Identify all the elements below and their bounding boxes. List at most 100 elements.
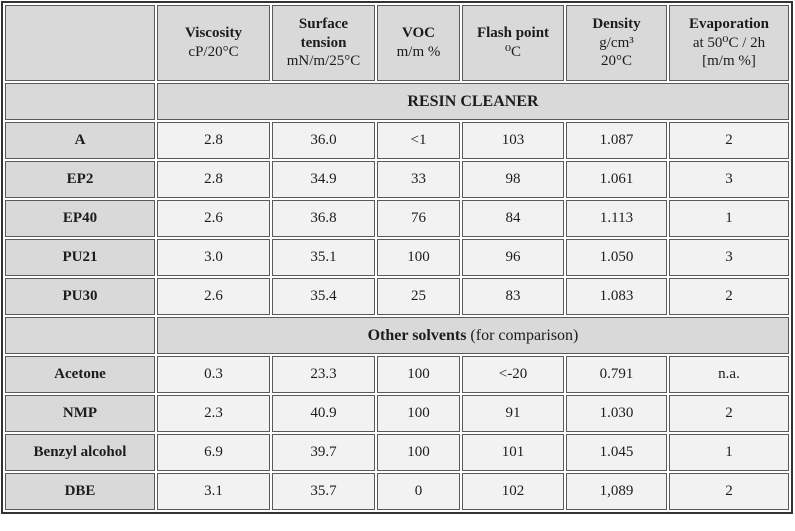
data-cell: 1 [669,200,789,237]
data-cell: 35.7 [272,473,375,510]
data-cell: 1.050 [566,239,667,276]
column-title: Surface tension [298,15,349,51]
data-cell: 33 [377,161,460,198]
data-cell: 83 [462,278,564,315]
data-cell: 3.0 [157,239,270,276]
data-cell: 23.3 [272,356,375,393]
data-cell: 1.030 [566,395,667,432]
data-cell: 1.045 [566,434,667,471]
table-row: PU21 3.0 35.1 100 96 1.050 3 [5,239,789,276]
column-title: Density [592,15,641,32]
table-row: Benzyl alcohol 6.9 39.7 100 101 1.045 1 [5,434,789,471]
data-cell: 25 [377,278,460,315]
row-label: A [5,122,155,159]
table-row: EP2 2.8 34.9 33 98 1.061 3 [5,161,789,198]
data-cell: 1.061 [566,161,667,198]
data-cell: 101 [462,434,564,471]
table-row: Acetone 0.3 23.3 100 <-20 0.791 n.a. [5,356,789,393]
data-cell: 39.7 [272,434,375,471]
section-header-row: Other solvents (for comparison) [5,317,789,354]
row-label: EP40 [5,200,155,237]
data-cell: 3 [669,239,789,276]
data-cell: 2.6 [157,200,270,237]
data-cell: 100 [377,395,460,432]
data-cell: 1 [669,434,789,471]
data-cell: 3 [669,161,789,198]
data-cell: 2 [669,473,789,510]
row-label: PU21 [5,239,155,276]
data-cell: 35.1 [272,239,375,276]
section-title-bold: Other solvents [367,326,467,344]
data-cell: 100 [377,356,460,393]
table-row: PU30 2.6 35.4 25 83 1.083 2 [5,278,789,315]
table-row: DBE 3.1 35.7 0 102 1,089 2 [5,473,789,510]
column-unit: 20°C [600,53,632,70]
data-cell: 6.9 [157,434,270,471]
column-header-voc: VOC m/m % [377,5,460,81]
section-title-bold: RESIN CLEANER [407,92,539,110]
data-cell: 2.6 [157,278,270,315]
row-label: PU30 [5,278,155,315]
data-cell: 0.791 [566,356,667,393]
column-title: Evaporation [688,15,769,32]
column-unit: g/cm³ [599,34,634,51]
corner-cell [5,5,155,81]
data-cell: 36.0 [272,122,375,159]
column-header-surface-tension: Surface tension mN/m/25°C [272,5,375,81]
data-cell: 1.083 [566,278,667,315]
table-row: EP40 2.6 36.8 76 84 1.113 1 [5,200,789,237]
section-title-rest: (for comparison) [466,326,579,344]
column-unit: [m/m %] [702,53,756,70]
row-label: NMP [5,395,155,432]
column-title: Viscosity [185,25,242,42]
column-title: VOC [401,25,436,42]
data-cell: <1 [377,122,460,159]
data-cell: 2 [669,278,789,315]
solvent-properties-table: Viscosity cP/20°C Surface tension mN/m/2… [1,1,793,514]
row-label: EP2 [5,161,155,198]
column-unit: m/m % [396,44,441,60]
data-cell: 96 [462,239,564,276]
section-label-spacer [5,317,155,354]
data-cell: 98 [462,161,564,198]
data-cell: 103 [462,122,564,159]
column-unit: cP/20°C [188,44,239,60]
data-cell: 1,089 [566,473,667,510]
row-label: Benzyl alcohol [5,434,155,471]
data-cell: 102 [462,473,564,510]
column-unit: at 50⁰C / 2h [692,34,766,51]
data-cell: n.a. [669,356,789,393]
data-cell: 100 [377,434,460,471]
data-cell: 2 [669,395,789,432]
data-cell: <-20 [462,356,564,393]
section-title-resin-cleaner: RESIN CLEANER [157,83,789,120]
table-header-row: Viscosity cP/20°C Surface tension mN/m/2… [5,5,789,81]
column-unit: mN/m/25°C [286,53,361,70]
data-cell: 0.3 [157,356,270,393]
row-label: DBE [5,473,155,510]
data-cell: 2.8 [157,122,270,159]
data-cell: 100 [377,239,460,276]
column-header-evaporation: Evaporation at 50⁰C / 2h [m/m %] [669,5,789,81]
data-cell: 1.113 [566,200,667,237]
data-cell: 40.9 [272,395,375,432]
data-cell: 0 [377,473,460,510]
data-cell: 3.1 [157,473,270,510]
data-cell: 84 [462,200,564,237]
data-cell: 34.9 [272,161,375,198]
column-header-density: Density g/cm³ 20°C [566,5,667,81]
data-cell: 91 [462,395,564,432]
section-title-other-solvents: Other solvents (for comparison) [157,317,789,354]
row-label: Acetone [5,356,155,393]
data-cell: 2.3 [157,395,270,432]
data-cell: 35.4 [272,278,375,315]
column-title: Flash point [476,25,550,42]
column-header-viscosity: Viscosity cP/20°C [157,5,270,81]
data-cell: 1.087 [566,122,667,159]
data-cell: 76 [377,200,460,237]
column-header-flash-point: Flash point ⁰C [462,5,564,81]
data-cell: 36.8 [272,200,375,237]
section-header-row: RESIN CLEANER [5,83,789,120]
column-unit: ⁰C [504,44,522,60]
data-cell: 2 [669,122,789,159]
